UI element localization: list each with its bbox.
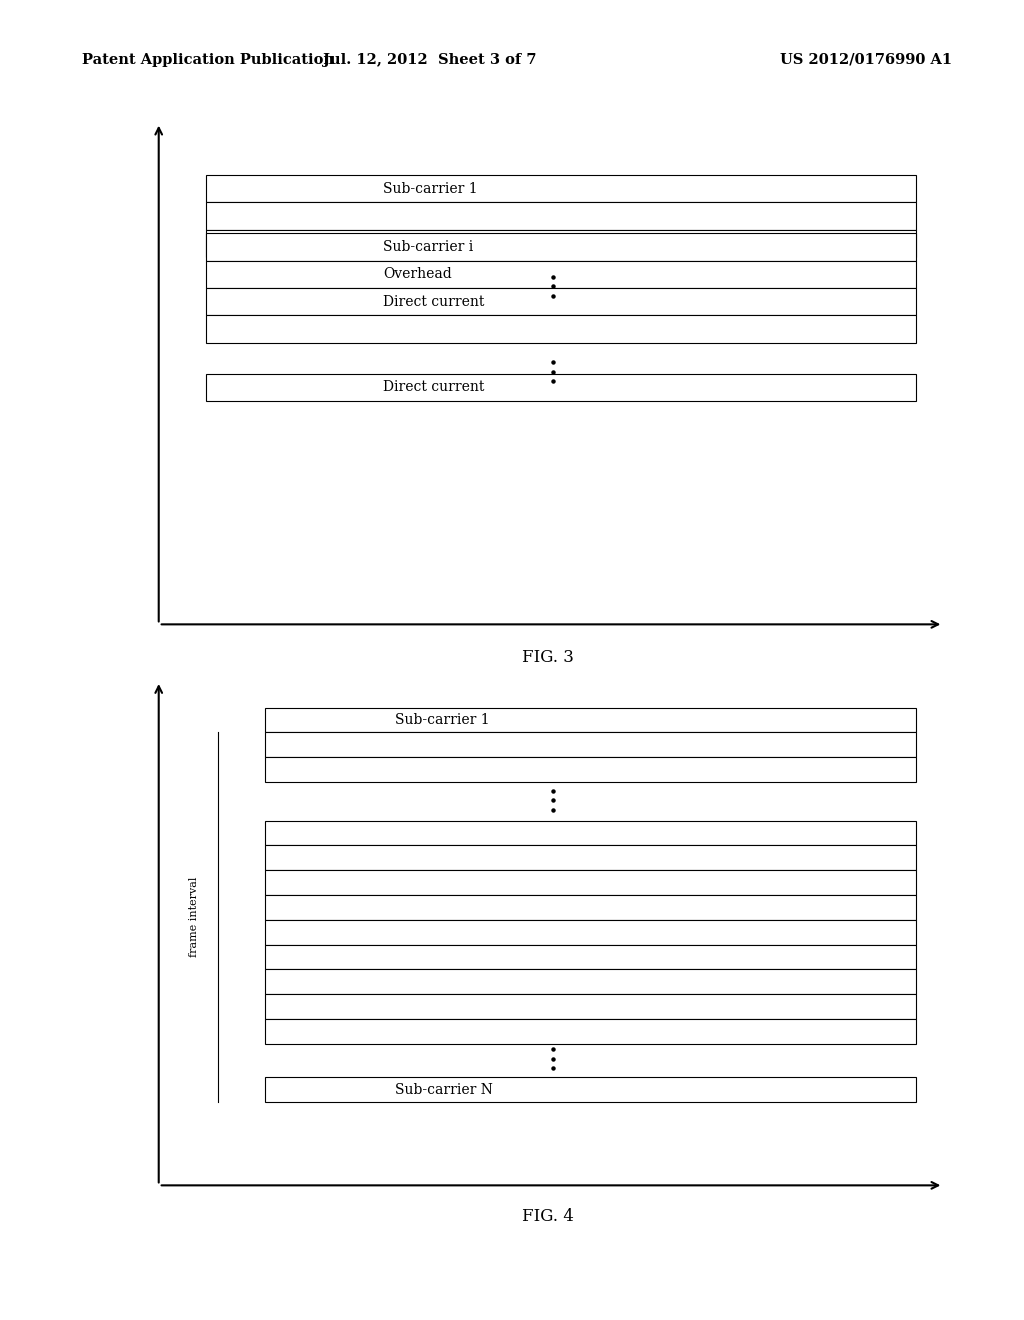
Bar [206, 260, 915, 288]
Bar [265, 870, 915, 895]
Bar [265, 733, 915, 758]
Bar [265, 1077, 915, 1102]
Text: Direct current: Direct current [383, 294, 484, 309]
Bar [265, 845, 915, 870]
Bar [265, 994, 915, 1019]
Bar [206, 374, 915, 401]
Text: FIG. 3: FIG. 3 [522, 649, 573, 667]
Bar [206, 176, 915, 202]
Bar [206, 288, 915, 315]
Bar [206, 315, 915, 343]
Bar [265, 945, 915, 969]
Text: US 2012/0176990 A1: US 2012/0176990 A1 [780, 53, 952, 67]
Text: Sub-carrier 1: Sub-carrier 1 [395, 713, 489, 727]
Text: Sub-carrier N: Sub-carrier N [395, 1082, 494, 1097]
Text: Jul. 12, 2012  Sheet 3 of 7: Jul. 12, 2012 Sheet 3 of 7 [324, 53, 537, 67]
Bar [206, 234, 915, 260]
Text: Patent Application Publication: Patent Application Publication [82, 53, 334, 67]
Bar [206, 230, 915, 257]
Bar [206, 202, 915, 230]
Text: Sub-carrier i: Sub-carrier i [383, 240, 474, 253]
Bar [265, 758, 915, 781]
Text: Direct current: Direct current [383, 380, 484, 395]
Bar [265, 821, 915, 845]
Bar [265, 969, 915, 994]
Bar [265, 708, 915, 733]
Text: Sub-carrier 1: Sub-carrier 1 [383, 182, 478, 195]
Bar [265, 1019, 915, 1044]
Text: FIG. 4: FIG. 4 [522, 1208, 573, 1225]
Bar [265, 920, 915, 945]
Bar [265, 895, 915, 920]
Text: Overhead: Overhead [383, 267, 453, 281]
Text: frame interval: frame interval [189, 876, 200, 957]
